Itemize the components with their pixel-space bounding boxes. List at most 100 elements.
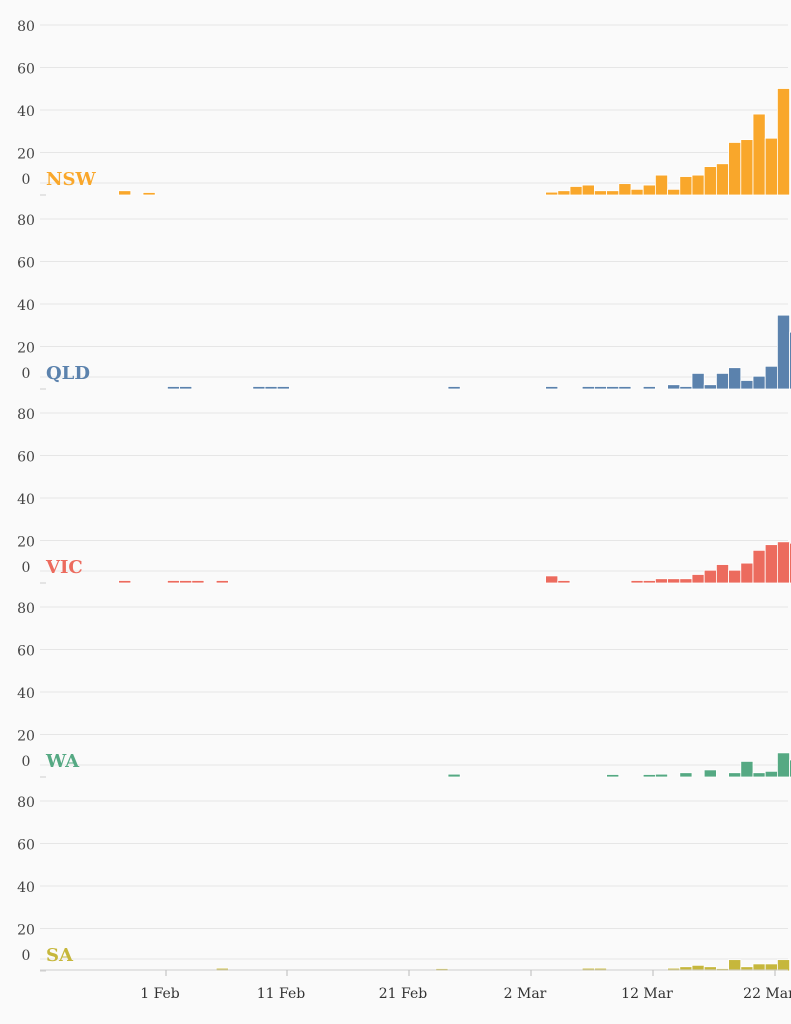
y-tick-sa-80: 80 (17, 795, 35, 811)
bar-nsw-51 (703, 166, 717, 196)
bar-vic-39 (557, 580, 571, 584)
bar-wa-49 (679, 772, 693, 778)
y-tick-wa-60: 60 (17, 644, 35, 660)
bar-sa-57 (777, 959, 791, 972)
bar-nsw-55 (752, 113, 766, 196)
bar-qld-54 (740, 380, 754, 390)
bar-nsw-53 (728, 142, 742, 196)
y-tick-qld-20: 20 (17, 341, 35, 357)
bar-wa-43 (606, 774, 620, 778)
bar-wa-57 (777, 752, 791, 778)
bar-nsw-52 (716, 163, 730, 196)
x-tick-label-2: 21 Feb (379, 986, 427, 1002)
bar-nsw-46 (642, 184, 656, 196)
bar-vic-48 (667, 578, 681, 584)
bar-wa-30 (447, 773, 461, 778)
bar-vic-49 (679, 578, 693, 584)
bar-vic-7 (166, 580, 180, 584)
state-label-sa: SA (46, 945, 74, 966)
bar-wa-54 (740, 760, 754, 778)
y-tick-wa-20: 20 (17, 729, 35, 745)
bar-nsw-54 (740, 139, 754, 196)
bar-qld-15 (264, 386, 278, 390)
bar-vic-46 (642, 580, 656, 584)
bar-nsw-44 (618, 183, 632, 196)
y-tick-wa-80: 80 (17, 601, 35, 617)
y-tick-sa-40: 40 (17, 880, 35, 896)
gridlines: 0 20 40 60 80 0 20 40 60 80 0 20 40 60 80 0 20 40 60 80 0 20 4… (17, 19, 788, 972)
bar-vic-57 (777, 541, 791, 584)
y-tick-qld-80: 80 (17, 213, 35, 229)
bar-qld-38 (545, 386, 559, 390)
bar-vic-47 (655, 578, 669, 584)
bar-nsw-42 (594, 190, 608, 196)
x-tick-label-0: 1 Feb (140, 986, 180, 1002)
bar-qld-58 (789, 331, 791, 390)
bar-nsw-47 (655, 174, 669, 196)
bar-wa-47 (655, 773, 669, 778)
bar-nsw-49 (679, 176, 693, 196)
bar-qld-53 (728, 367, 742, 390)
state-label-nsw: NSW (46, 169, 96, 190)
bar-vic-54 (740, 562, 754, 584)
bar-wa-46 (642, 774, 656, 778)
bar-qld-52 (716, 372, 730, 390)
bar-vic-56 (764, 544, 778, 584)
bar-qld-49 (679, 386, 693, 390)
bar-vic-55 (752, 549, 766, 584)
state-label-wa: WA (45, 751, 80, 772)
bar-sa-53 (728, 959, 742, 972)
bar-qld-48 (667, 384, 681, 390)
y-tick-vic-20: 20 (17, 535, 35, 551)
bar-qld-46 (642, 386, 656, 390)
y-tick-nsw-40: 40 (17, 104, 35, 120)
bar-vic-51 (703, 569, 717, 584)
bar-nsw-43 (606, 190, 620, 196)
bar-vic-52 (716, 564, 730, 584)
bar-vic-50 (691, 574, 705, 584)
x-tick-label-3: 2 Mar (504, 986, 547, 1002)
bar-qld-16 (276, 386, 290, 390)
bar-vic-3 (118, 580, 132, 584)
bar-nsw-50 (691, 174, 705, 196)
y-tick-qld-60: 60 (17, 256, 35, 272)
bar-qld-56 (764, 365, 778, 390)
bar-vic-9 (191, 580, 205, 584)
bar-nsw-3 (118, 190, 132, 196)
y-tick-sa-0: 0 (22, 948, 31, 964)
y-tick-nsw-60: 60 (17, 62, 35, 78)
bar-qld-14 (252, 386, 266, 390)
x-tick-label-1: 11 Feb (257, 986, 305, 1002)
bar-nsw-38 (545, 191, 559, 196)
y-tick-nsw-20: 20 (17, 147, 35, 163)
labels: NSW QLD VIC WA SA (45, 169, 96, 966)
y-tick-qld-40: 40 (17, 298, 35, 314)
x-tick-label-5: 22 Mar (743, 986, 791, 1002)
bar-wa-56 (764, 770, 778, 778)
bar-nsw-56 (764, 137, 778, 196)
bar-nsw-48 (667, 188, 681, 196)
y-tick-qld-0: 0 (22, 366, 31, 382)
x-tick-label-4: 12 Mar (621, 986, 673, 1002)
bars (118, 88, 791, 972)
bar-vic-45 (630, 580, 644, 584)
x-axis: 1 Feb 11 Feb 21 Feb 2 Mar 12 Mar 22 Mar (40, 969, 791, 1002)
bar-nsw-5 (142, 192, 156, 196)
bar-qld-30 (447, 386, 461, 390)
y-tick-sa-60: 60 (17, 838, 35, 854)
bar-nsw-39 (557, 190, 571, 196)
bar-qld-55 (752, 375, 766, 390)
bar-qld-7 (166, 386, 180, 390)
y-tick-vic-60: 60 (17, 450, 35, 466)
y-tick-sa-20: 20 (17, 923, 35, 939)
bar-qld-50 (691, 372, 705, 390)
bar-qld-8 (179, 386, 193, 390)
state-label-vic: VIC (45, 557, 83, 578)
y-tick-vic-80: 80 (17, 407, 35, 423)
y-tick-vic-40: 40 (17, 492, 35, 508)
bar-wa-58 (789, 759, 791, 778)
y-tick-vic-0: 0 (22, 560, 31, 576)
bar-vic-58 (789, 542, 791, 584)
bar-vic-53 (728, 569, 742, 584)
bar-qld-44 (618, 386, 632, 390)
